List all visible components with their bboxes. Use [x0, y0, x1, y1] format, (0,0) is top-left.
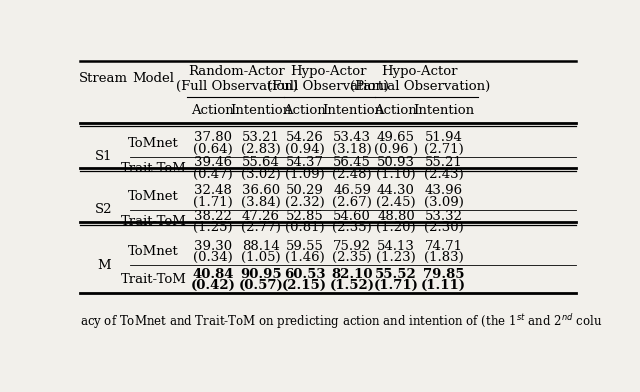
- Text: (2.15): (2.15): [282, 279, 327, 292]
- Text: (1.09): (1.09): [285, 168, 324, 181]
- Text: (1.52): (1.52): [330, 279, 375, 292]
- Text: (0.57): (0.57): [239, 279, 284, 292]
- Text: M: M: [97, 260, 111, 272]
- Text: 82.10: 82.10: [332, 267, 373, 281]
- Text: ToMnet: ToMnet: [128, 137, 179, 150]
- Text: 36.60: 36.60: [242, 184, 280, 197]
- Text: (1.05): (1.05): [241, 251, 281, 264]
- Text: Action: Action: [374, 104, 417, 117]
- Text: (2.35): (2.35): [332, 251, 372, 264]
- Text: 46.59: 46.59: [333, 184, 371, 197]
- Text: (0.96 ): (0.96 ): [374, 143, 418, 156]
- Text: 79.85: 79.85: [423, 267, 464, 281]
- Text: (2.77): (2.77): [241, 221, 281, 234]
- Text: (2.67): (2.67): [332, 196, 372, 209]
- Text: 47.26: 47.26: [242, 210, 280, 223]
- Text: 88.14: 88.14: [242, 240, 280, 253]
- Text: (3.09): (3.09): [424, 196, 463, 209]
- Text: Action: Action: [191, 104, 234, 117]
- Text: Random-Actor
(Full Observation): Random-Actor (Full Observation): [176, 65, 298, 93]
- Text: S1: S1: [95, 149, 113, 163]
- Text: 48.80: 48.80: [377, 210, 415, 223]
- Text: (3.02): (3.02): [241, 168, 281, 181]
- Text: (0.47): (0.47): [193, 168, 233, 181]
- Text: 54.26: 54.26: [285, 131, 324, 144]
- Text: (1.23): (1.23): [376, 251, 416, 264]
- Text: 60.53: 60.53: [284, 267, 325, 281]
- Text: (1.71): (1.71): [193, 196, 233, 209]
- Text: Hypo-Actor
(Full Observation): Hypo-Actor (Full Observation): [268, 65, 390, 93]
- Text: (2.45): (2.45): [376, 196, 416, 209]
- Text: 50.29: 50.29: [285, 184, 324, 197]
- Text: (2.32): (2.32): [285, 196, 324, 209]
- Text: (1.83): (1.83): [424, 251, 463, 264]
- Text: (0.81): (0.81): [285, 221, 324, 234]
- Text: ToMnet: ToMnet: [128, 190, 179, 203]
- Text: 39.46: 39.46: [194, 156, 232, 169]
- Text: 75.92: 75.92: [333, 240, 371, 253]
- Text: 90.95: 90.95: [240, 267, 282, 281]
- Text: (1.10): (1.10): [376, 168, 416, 181]
- Text: Trait-ToM: Trait-ToM: [120, 273, 186, 286]
- Text: acy of ToMnet and Trait-ToM on predicting action and intention of (the 1$^{st}$ : acy of ToMnet and Trait-ToM on predictin…: [80, 312, 602, 331]
- Text: (0.64): (0.64): [193, 143, 233, 156]
- Text: Intention: Intention: [413, 104, 474, 117]
- Text: 53.21: 53.21: [242, 131, 280, 144]
- Text: Action: Action: [284, 104, 326, 117]
- Text: 32.48: 32.48: [194, 184, 232, 197]
- Text: (0.42): (0.42): [191, 279, 236, 292]
- Text: 55.21: 55.21: [425, 156, 463, 169]
- Text: (2.35): (2.35): [332, 221, 372, 234]
- Text: (1.71): (1.71): [374, 279, 419, 292]
- Text: 54.60: 54.60: [333, 210, 371, 223]
- Text: Intention: Intention: [322, 104, 383, 117]
- Text: 53.43: 53.43: [333, 131, 371, 144]
- Text: (0.94): (0.94): [285, 143, 324, 156]
- Text: 56.45: 56.45: [333, 156, 371, 169]
- Text: S2: S2: [95, 203, 113, 216]
- Text: (1.11): (1.11): [421, 279, 466, 292]
- Text: 40.84: 40.84: [192, 267, 234, 281]
- Text: 43.96: 43.96: [424, 184, 463, 197]
- Text: 50.93: 50.93: [377, 156, 415, 169]
- Text: 54.13: 54.13: [377, 240, 415, 253]
- Text: 55.64: 55.64: [242, 156, 280, 169]
- Text: (0.34): (0.34): [193, 251, 233, 264]
- Text: Hypo-Actor
(Partial Observation): Hypo-Actor (Partial Observation): [349, 65, 490, 93]
- Text: 59.55: 59.55: [285, 240, 324, 253]
- Text: 37.80: 37.80: [194, 131, 232, 144]
- Text: 39.30: 39.30: [194, 240, 232, 253]
- Text: (1.46): (1.46): [285, 251, 324, 264]
- Text: (3.18): (3.18): [332, 143, 372, 156]
- Text: 52.85: 52.85: [286, 210, 324, 223]
- Text: Trait-ToM: Trait-ToM: [120, 215, 186, 228]
- Text: (1.25): (1.25): [193, 221, 233, 234]
- Text: ToMnet: ToMnet: [128, 245, 179, 258]
- Text: Intention: Intention: [230, 104, 292, 117]
- Text: Trait-ToM: Trait-ToM: [120, 162, 186, 175]
- Text: 49.65: 49.65: [377, 131, 415, 144]
- Text: (1.20): (1.20): [376, 221, 416, 234]
- Text: (2.83): (2.83): [241, 143, 281, 156]
- Text: (2.30): (2.30): [424, 221, 463, 234]
- Text: 54.37: 54.37: [285, 156, 324, 169]
- Text: 53.32: 53.32: [424, 210, 463, 223]
- Text: 55.52: 55.52: [375, 267, 417, 281]
- Text: Stream: Stream: [79, 72, 128, 85]
- Text: Model: Model: [132, 72, 175, 85]
- Text: (2.48): (2.48): [333, 168, 372, 181]
- Text: 51.94: 51.94: [424, 131, 463, 144]
- Text: (3.84): (3.84): [241, 196, 281, 209]
- Text: 38.22: 38.22: [194, 210, 232, 223]
- Text: 44.30: 44.30: [377, 184, 415, 197]
- Text: 74.71: 74.71: [424, 240, 463, 253]
- Text: (2.43): (2.43): [424, 168, 463, 181]
- Text: (2.71): (2.71): [424, 143, 463, 156]
